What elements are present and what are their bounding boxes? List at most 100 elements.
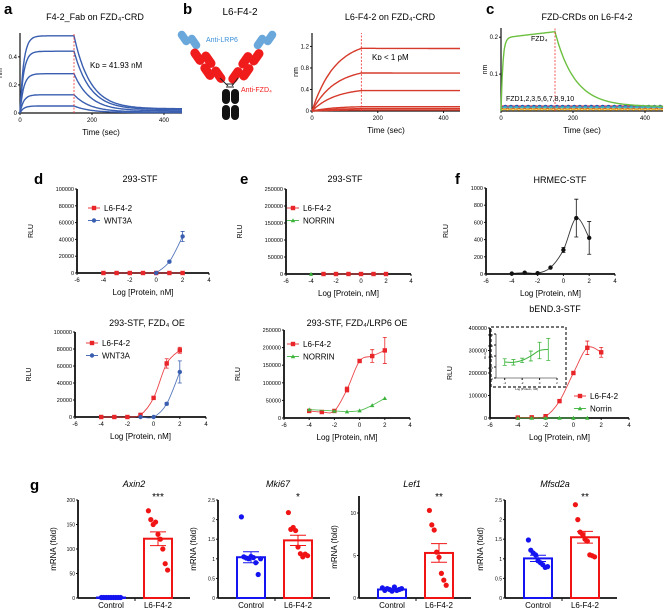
data-point	[370, 353, 375, 359]
x-tick-label: -6	[74, 278, 80, 284]
chart-title: 293-STF, FZD₄/LRP6 OE	[307, 318, 408, 328]
category-label: L6-F4-2	[144, 601, 173, 610]
y-axis-label: RLU	[235, 367, 242, 381]
fzd-others-label: FZD1,2,3,5,6,7,8,9,10	[506, 96, 574, 103]
hinge	[219, 77, 239, 88]
diagram-title: L6-F4-2	[222, 7, 257, 18]
y-tick-label: 600	[474, 220, 483, 226]
y-axis-label: nm	[293, 67, 300, 77]
fit-curve	[504, 348, 549, 363]
y-tick-label: 100000	[469, 394, 487, 400]
data-point	[557, 415, 562, 420]
y-tick-label: 250000	[263, 328, 281, 334]
data-point	[321, 271, 326, 277]
anti-fzd4-label: Anti-FZD₄	[241, 87, 272, 94]
panel-label-c: c	[486, 1, 494, 18]
sensorgram-curve	[19, 50, 182, 114]
data-point	[599, 350, 604, 355]
x-tick-label: -4	[99, 422, 105, 428]
fit-curve	[140, 371, 181, 419]
x-tick-label: -2	[332, 423, 338, 429]
y-tick-label: 200000	[265, 204, 283, 210]
category-label: Control	[238, 601, 264, 610]
x-tick-label: -2	[127, 278, 133, 284]
x-tick-label: 0	[310, 116, 314, 122]
fzd4-label: FZD₄	[531, 36, 548, 43]
y-tick-label: 200000	[263, 346, 281, 352]
chart-title: Axin2	[122, 479, 146, 489]
y-tick-label: 0	[480, 272, 483, 278]
data-point	[545, 564, 551, 570]
y-tick-label: 0	[280, 272, 283, 278]
category-label: Control	[379, 601, 405, 610]
data-point	[167, 259, 172, 264]
error-bar	[528, 350, 533, 362]
y-tick-label: 2	[212, 518, 215, 524]
y-tick-label: 80000	[59, 204, 74, 210]
sensorgram-curve	[311, 89, 460, 112]
y-tick-label: 1000	[471, 186, 483, 192]
data-point	[308, 271, 314, 276]
significance-marker: **	[581, 492, 589, 503]
data-point	[305, 553, 311, 559]
data-point	[434, 549, 440, 555]
legend-label: WNT3A	[104, 217, 133, 226]
sensorgram-curve	[311, 106, 460, 112]
x-axis-label: Time (sec)	[563, 126, 601, 135]
kd-annotation: Kᴅ = 41.93 nM	[90, 61, 143, 70]
chart-title: bEND.3-STF	[529, 304, 581, 314]
data-point	[295, 544, 301, 550]
y-tick-label: 0	[484, 416, 487, 422]
y-tick-label: 1.5	[208, 537, 215, 543]
y-tick-label: 800	[488, 333, 493, 337]
sensorgram-curve	[311, 107, 460, 112]
data-point	[584, 538, 591, 544]
y-tick-label: 0	[491, 377, 493, 381]
y-tick-label: 0	[306, 109, 310, 115]
data-point	[151, 414, 156, 420]
y-tick-label: 0	[499, 596, 502, 602]
x-tick-label: 0	[358, 423, 362, 429]
sensorgram-curve	[311, 72, 460, 112]
data-point	[253, 560, 259, 566]
y-tick-label: 150000	[265, 221, 283, 227]
y-tick-label: 100000	[56, 187, 74, 193]
data-point	[153, 519, 159, 525]
x-tick-label: -4	[515, 423, 521, 429]
data-point	[574, 215, 579, 221]
data-point	[371, 271, 376, 277]
data-point	[592, 554, 598, 560]
x-tick-label: 200	[87, 118, 98, 124]
y-tick-label: 100000	[54, 330, 72, 336]
data-point	[522, 270, 527, 275]
data-point	[370, 403, 375, 408]
data-point	[571, 370, 576, 376]
data-point	[154, 270, 159, 276]
data-point	[357, 408, 362, 413]
y-tick-label: 2.5	[495, 498, 502, 504]
y-tick-label: 200	[488, 366, 493, 370]
x-tick-label: -4	[503, 381, 506, 385]
data-point	[99, 414, 104, 420]
legend-marker	[290, 205, 296, 211]
data-point	[250, 555, 256, 561]
data-point	[561, 247, 566, 253]
data-point	[443, 582, 449, 588]
x-tick-label: 0	[18, 118, 22, 124]
data-point	[164, 361, 169, 366]
y-tick-label: 600	[488, 344, 493, 348]
category-label: Control	[525, 601, 551, 610]
data-point	[125, 414, 130, 420]
antibody-diagram: L6-F4-2 Anti-LRP6 Anti-FZD₄	[177, 7, 277, 120]
y-tick-label: 400	[488, 355, 493, 359]
data-point	[383, 271, 389, 277]
legend-label: L6-F4-2	[104, 204, 133, 213]
y-tick-label: 50	[69, 572, 75, 578]
data-point	[389, 588, 395, 594]
data-point	[165, 567, 171, 573]
x-tick-label: 4	[207, 278, 211, 284]
y-axis-label: mRNA (fold)	[49, 527, 58, 571]
data-point	[167, 270, 172, 276]
x-tick-label: 4	[408, 423, 412, 429]
data-point	[101, 270, 106, 276]
